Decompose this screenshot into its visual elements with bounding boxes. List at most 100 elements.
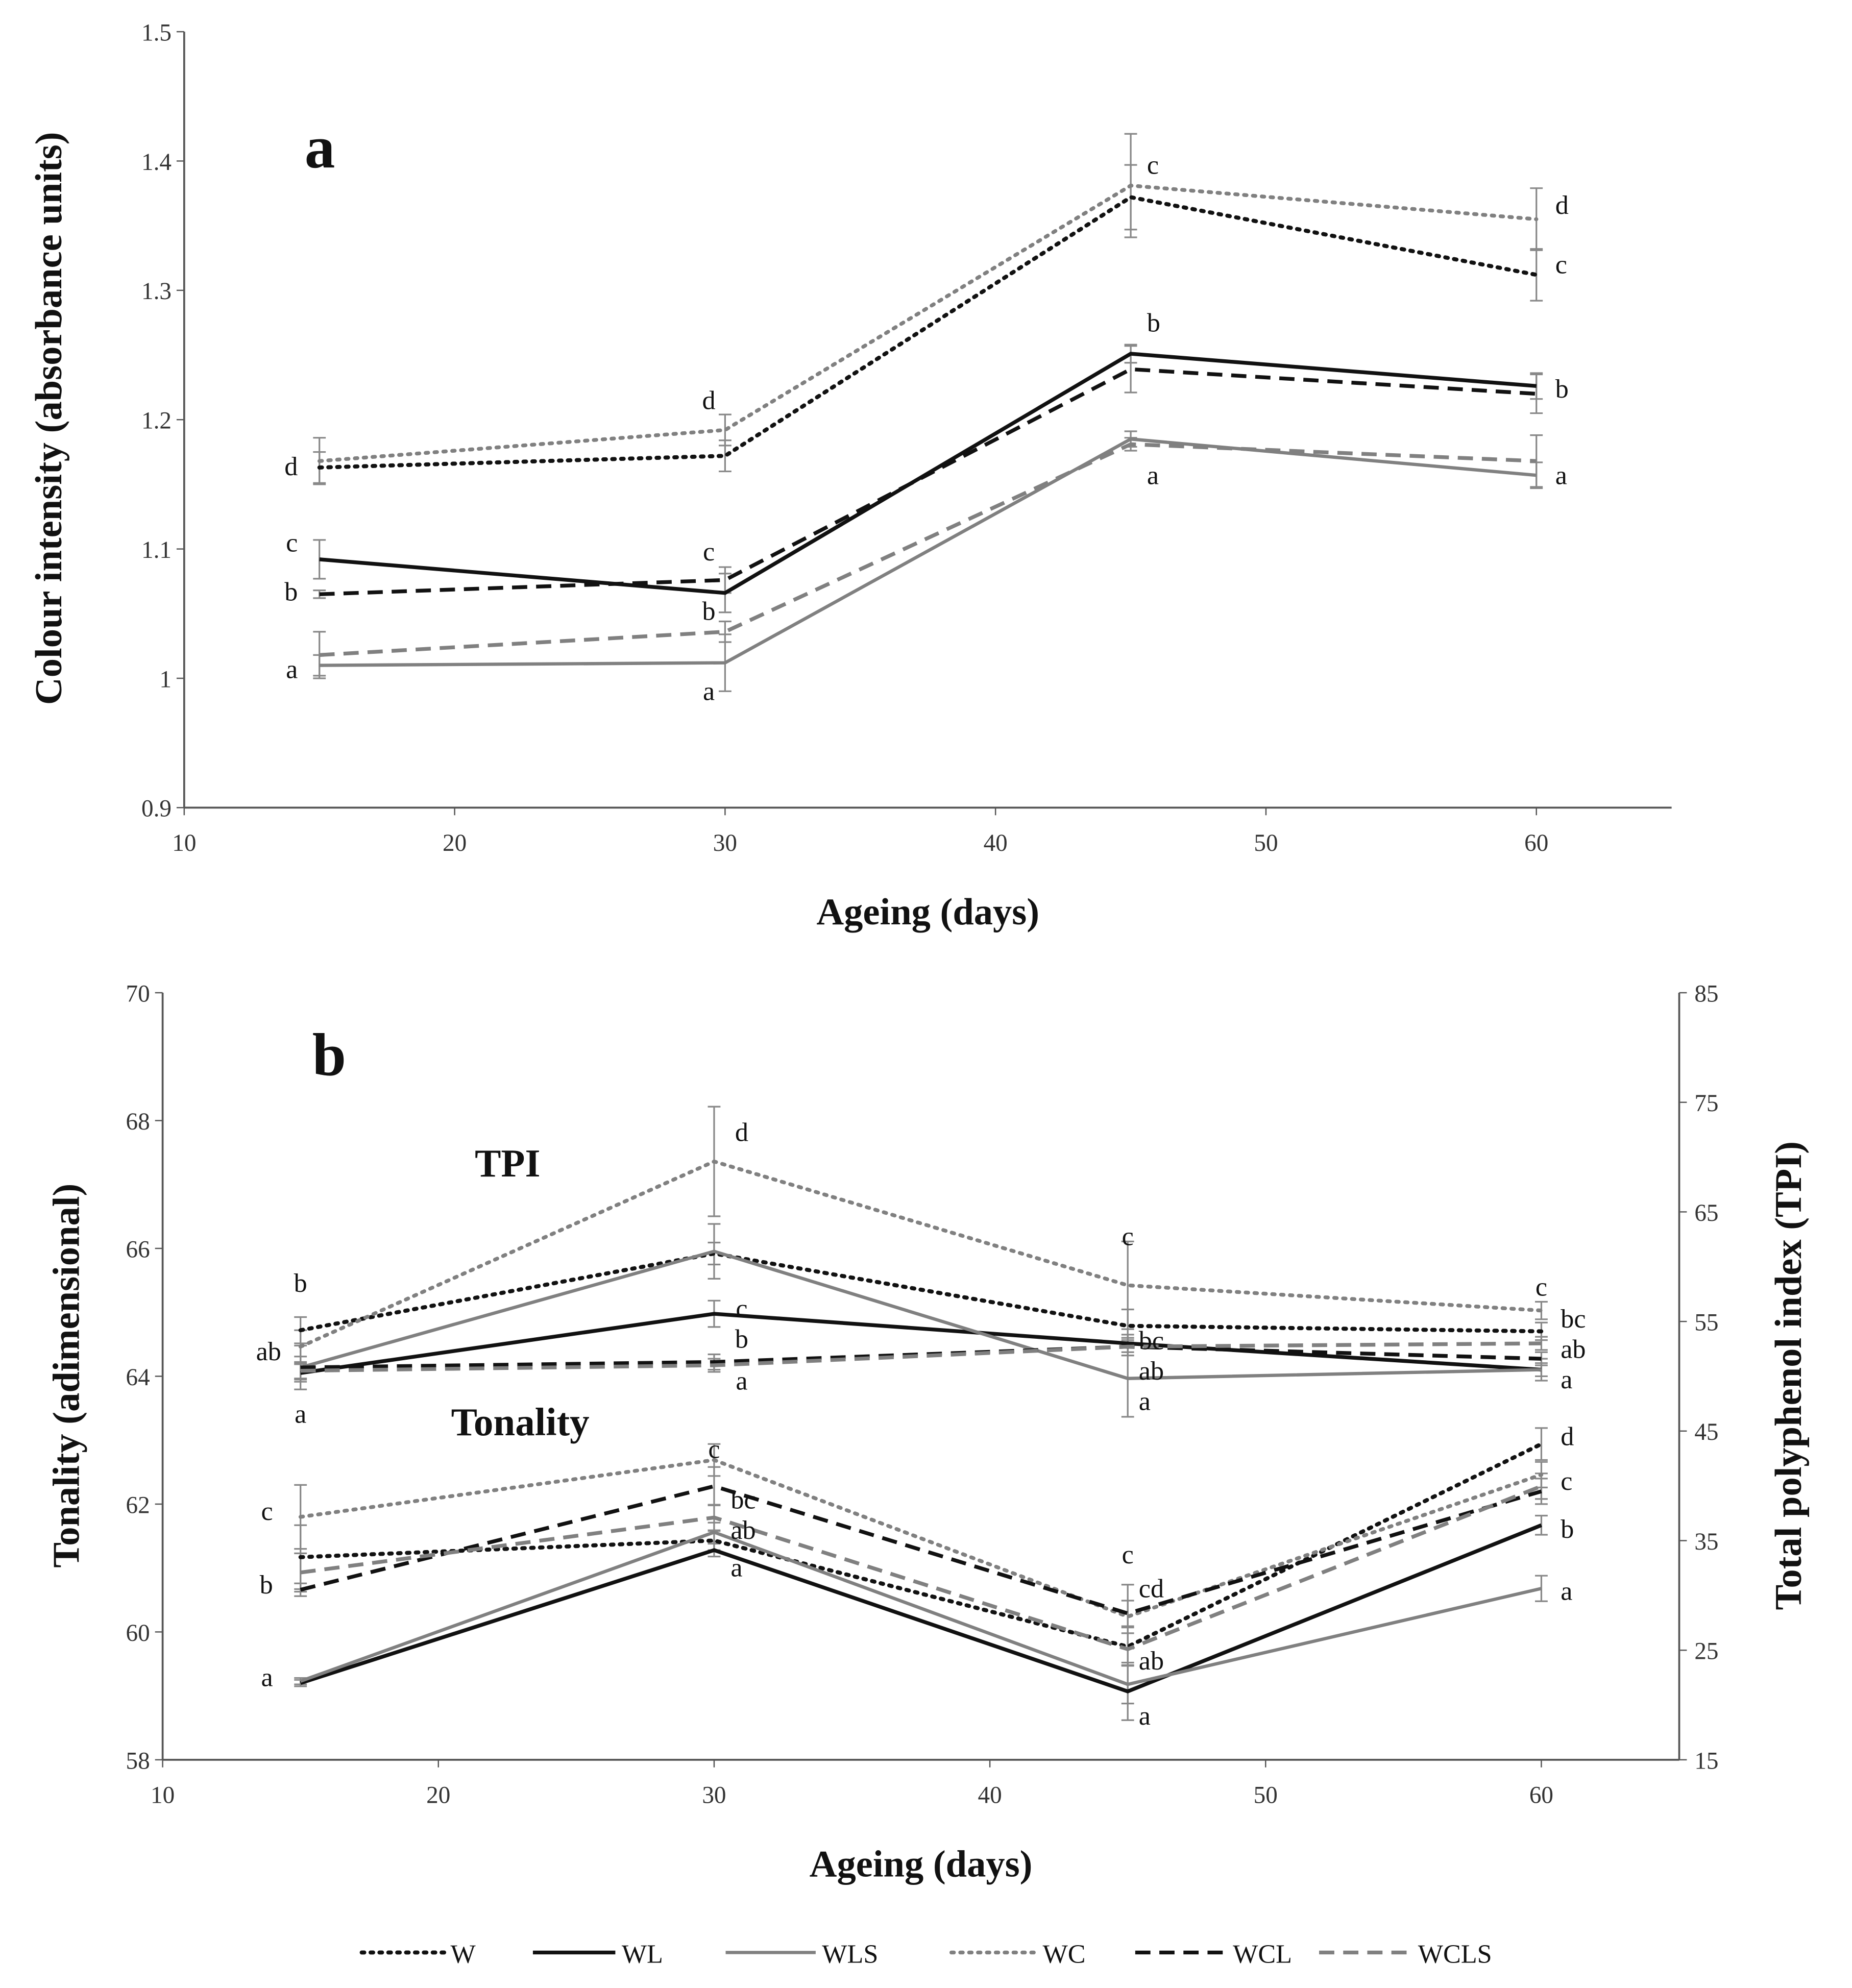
- y-tick-label: 64: [126, 1364, 150, 1391]
- significance-letter: ab: [256, 1337, 281, 1366]
- y-tick-label: 58: [126, 1748, 150, 1774]
- significance-letter: b: [1147, 309, 1160, 338]
- significance-letter: b: [294, 1269, 307, 1298]
- tpi-series-WCLS: [300, 1341, 1542, 1373]
- significance-letter: c: [286, 528, 298, 557]
- y-axis-title: Colour intensity (absorbance units): [28, 132, 70, 705]
- y-tick-label: 68: [126, 1109, 150, 1135]
- legend-label-WLS: WLS: [822, 1940, 878, 1969]
- group-label-tpi: TPI: [475, 1141, 540, 1185]
- panel-b: 10 20 30 40 50 60 58 60 62 64 66 68 70 Ageing (days) T…: [46, 980, 1810, 1885]
- significance-letter: d: [284, 452, 298, 481]
- y2-tick-label: 75: [1694, 1090, 1718, 1117]
- legend: W WL WLS WC WCL WCLS: [359, 1940, 1492, 1969]
- x-axis-title: Ageing (days): [810, 1843, 1033, 1885]
- y-tick-label: 1: [159, 666, 172, 693]
- tonality-series-WCLS: [300, 1484, 1542, 1652]
- tonality-series-WLS: [300, 1530, 1542, 1686]
- tpi-series-WC: [298, 1159, 1544, 1349]
- significance-letter: b: [1555, 375, 1569, 404]
- significance-letter: c: [708, 1435, 720, 1464]
- y2-tick-label: 85: [1694, 980, 1718, 1007]
- x-tick-label: 50: [1254, 830, 1278, 856]
- significance-letter: ab: [1139, 1647, 1164, 1676]
- legend-label-WL: WL: [622, 1940, 663, 1969]
- significance-letter: c: [1122, 1222, 1134, 1251]
- y-axis-title: Tonality (adimensional): [46, 1184, 88, 1568]
- significance-letter: a: [1561, 1365, 1572, 1394]
- significance-letter: a: [1139, 1387, 1151, 1416]
- y-tick-label: 1.1: [141, 537, 172, 563]
- significance-letter: a: [1561, 1577, 1572, 1606]
- significance-letter: c: [1561, 1467, 1572, 1496]
- panel-label: b: [312, 1021, 346, 1088]
- y2-tick-label: 15: [1694, 1748, 1718, 1774]
- x-tick-label: 20: [426, 1782, 450, 1808]
- ci-series-WCLS: [319, 442, 1537, 657]
- tpi-series-WL: [300, 1312, 1542, 1375]
- significance-letter: a: [703, 677, 715, 706]
- ci-series-WC: [317, 183, 1539, 463]
- significance-letter: c: [703, 537, 715, 567]
- tonality-series-W: [298, 1442, 1544, 1649]
- group-label-tonality: Tonality: [451, 1400, 590, 1444]
- significance-letter: bc: [1561, 1305, 1586, 1334]
- x-tick-label: 50: [1254, 1782, 1278, 1808]
- x-tick-label: 20: [443, 830, 467, 856]
- panel-a: 10 20 30 40 50 60 0.9 1 1.1 1.2 1.3 1.4 1.5 Ageing (d…: [28, 19, 1672, 933]
- significance-letter: cd: [1139, 1575, 1164, 1604]
- significance-letter: b: [702, 597, 716, 626]
- significance-letter: b: [284, 578, 298, 607]
- y2-tick-label: 55: [1694, 1309, 1718, 1336]
- significance-letter: b: [735, 1325, 748, 1354]
- legend-label-WCL: WCL: [1233, 1940, 1292, 1969]
- significance-letter: d: [1555, 191, 1569, 220]
- significance-letter: ab: [1139, 1357, 1164, 1386]
- y-tick-label: 60: [126, 1620, 150, 1647]
- significance-letter: c: [1555, 251, 1567, 280]
- tonality-series-WCL: [300, 1484, 1542, 1615]
- significance-letter: ab: [730, 1516, 756, 1545]
- significance-letter: a: [1139, 1702, 1151, 1731]
- tpi-series-WCL: [300, 1344, 1542, 1369]
- x-tick-label: 40: [978, 1782, 1002, 1808]
- y2-tick-label: 45: [1694, 1419, 1718, 1445]
- significance-letter: b: [1561, 1515, 1574, 1544]
- x-axis-title: Ageing (days): [816, 891, 1039, 933]
- x-tick-label: 10: [172, 830, 196, 856]
- y2-tick-label: 65: [1694, 1200, 1718, 1226]
- x-tick-label: 60: [1529, 1782, 1553, 1808]
- y2-axis-title: Total polyphenol index (TPI): [1768, 1141, 1810, 1610]
- tonality-series-WL: [300, 1523, 1542, 1694]
- tpi-series-W: [298, 1251, 1544, 1334]
- significance-letter: c: [1147, 151, 1159, 180]
- significance-letter: bc: [1139, 1327, 1164, 1356]
- significance-letter: bc: [730, 1486, 756, 1515]
- significance-letter: c: [261, 1497, 273, 1526]
- significance-letter: a: [736, 1367, 747, 1396]
- y2-tick-label: 25: [1694, 1638, 1718, 1665]
- y-tick-label: 70: [126, 980, 150, 1007]
- y-tick-label: 1.2: [141, 408, 172, 434]
- x-tick-label: 30: [713, 830, 737, 856]
- x-tick-label: 10: [151, 1782, 175, 1808]
- significance-letter: c: [1536, 1272, 1547, 1302]
- legend-label-W: W: [450, 1940, 476, 1969]
- ci-series-WCL: [319, 367, 1537, 597]
- significance-letter: ab: [1561, 1335, 1586, 1364]
- ci-series-W: [317, 195, 1539, 470]
- significance-letter: a: [261, 1663, 273, 1692]
- y-tick-label: 0.9: [141, 796, 172, 822]
- x-tick-label: 40: [984, 830, 1008, 856]
- significance-letter: a: [730, 1553, 742, 1582]
- x-tick-label: 60: [1524, 830, 1548, 856]
- panel-label: a: [305, 113, 335, 181]
- x-tick-label: 30: [702, 1782, 726, 1808]
- significance-letter: a: [286, 655, 298, 684]
- significance-letter: b: [260, 1570, 273, 1600]
- significance-letter: a: [1555, 461, 1567, 490]
- y2-tick-label: 35: [1694, 1529, 1718, 1555]
- y-tick-label: 1.3: [141, 278, 172, 305]
